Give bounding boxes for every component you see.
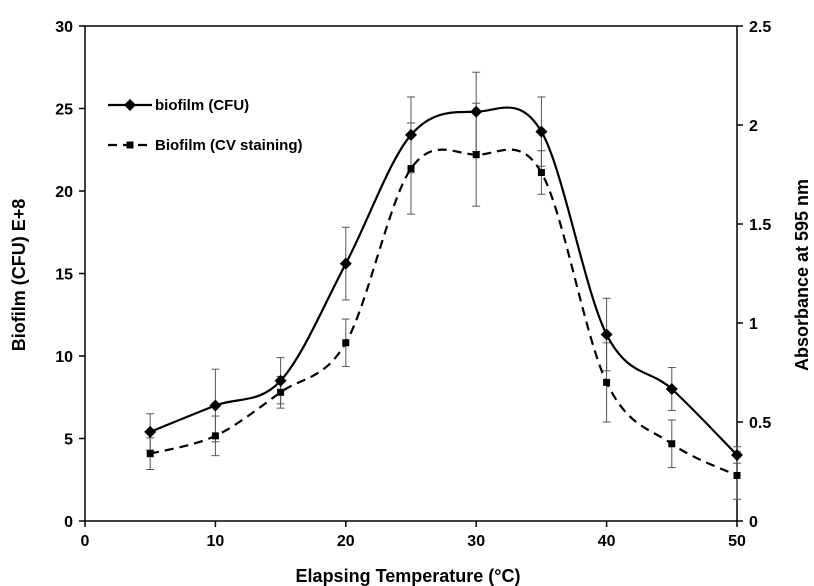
data-point-diamond: [470, 105, 483, 118]
y2-tick-label: 1.5: [749, 217, 771, 234]
data-point-diamond: [535, 125, 548, 138]
x-tick-label: 10: [207, 533, 225, 550]
x-tick-label: 50: [728, 533, 746, 550]
series-line-1: [149, 148, 738, 477]
y-axis-title: Biofilm (CFU) E+8: [9, 199, 29, 352]
series-markers: [144, 105, 743, 479]
y-tick-label: 25: [55, 102, 73, 119]
data-point-square: [211, 432, 219, 440]
legend-label-1: Biofilm (CV staining): [155, 137, 303, 154]
x-tick-label: 0: [81, 533, 90, 550]
data-point-square: [668, 440, 676, 448]
data-point-square: [733, 471, 741, 479]
data-point-square: [537, 169, 545, 177]
y2-tick-label: 0.5: [749, 415, 771, 432]
data-point-square: [603, 378, 611, 386]
data-point-square: [407, 165, 415, 173]
data-point-diamond: [209, 399, 222, 412]
legend-marker-square: [126, 141, 134, 149]
data-point-diamond: [731, 449, 743, 461]
legend: biofilm (CFU) Biofilm (CV staining): [108, 97, 303, 154]
data-point-square: [342, 339, 350, 347]
y-tick-label: 15: [55, 267, 73, 284]
data-point-diamond: [405, 128, 417, 141]
y-tick-label: 30: [55, 19, 73, 36]
data-point-square: [146, 450, 154, 458]
legend-label-0: biofilm (CFU): [155, 97, 249, 114]
y2-tick-label: 0: [749, 514, 758, 531]
data-point-diamond: [274, 374, 287, 387]
y2-tick-label: 2: [749, 118, 758, 135]
series-lines: [149, 106, 738, 477]
y-tick-label: 0: [64, 514, 73, 531]
y-tick-label: 10: [55, 349, 73, 366]
x-tick-label: 40: [598, 533, 616, 550]
y2-tick-label: 2.5: [749, 19, 771, 36]
data-point-square: [277, 388, 285, 396]
x-tick-label: 20: [337, 533, 355, 550]
y-tick-label: 20: [55, 184, 73, 201]
x-tick-label: 30: [467, 533, 485, 550]
data-point-diamond: [339, 257, 352, 270]
y2-tick-label: 1: [749, 316, 758, 333]
y2-axis-title: Absorbance at 595 nm: [792, 179, 812, 371]
data-point-square: [472, 151, 480, 159]
data-point-diamond: [665, 383, 678, 395]
y-tick-label: 5: [64, 432, 73, 449]
data-point-diamond: [600, 328, 613, 341]
data-point-diamond: [144, 425, 157, 438]
legend-marker-diamond: [124, 99, 136, 111]
x-axis-title: Elapsing Temperature (°C): [296, 566, 521, 586]
series-line-0: [149, 106, 738, 456]
